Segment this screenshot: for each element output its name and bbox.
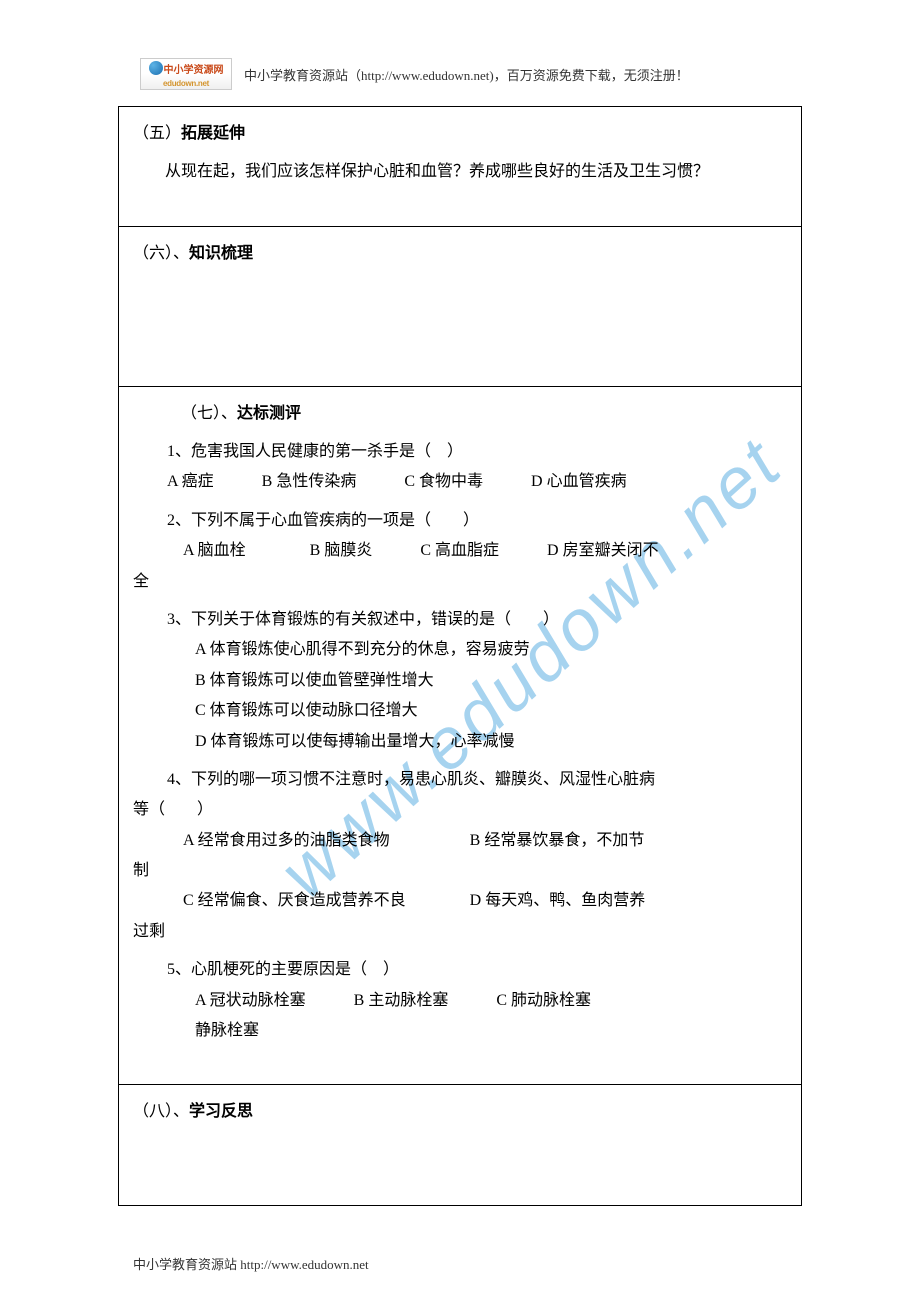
logo-text: 中小学资源网 [164,61,224,76]
section-8: （八）、学习反思 [119,1085,801,1205]
section-6-title: （六）、知识梳理 [133,239,787,263]
question-5: 5、心肌梗死的主要原因是（ ） A 冠状动脉栓塞 B 主动脉栓塞 C 肺动脉栓塞… [133,955,787,1046]
q2-stem: 2、下列不属于心血管疾病的一项是（ ） [133,506,787,536]
logo-bottom: edudown.net [141,77,231,89]
section-6-title-text: 知识梳理 [189,245,253,262]
section-5-num: （五） [133,125,181,142]
section-8-title: （八）、学习反思 [133,1097,787,1121]
page-footer: 中小学教育资源站 http://www.edudown.net [0,1236,920,1273]
section-7-num: （七）、 [181,405,237,422]
logo-url: edudown.net [163,79,209,88]
logo-e-icon [149,61,163,75]
q4-stem-line2: 等（ ） [133,795,787,825]
section-5-body: 从现在起，我们应该怎样保护心脏和血管？养成哪些良好的生活及卫生习惯？ [133,157,787,187]
section-5: （五）拓展延伸 从现在起，我们应该怎样保护心脏和血管？养成哪些良好的生活及卫生习… [119,107,801,227]
section-7-title: （七）、达标测评 [133,399,787,423]
page-header: 中小学资源网 edudown.net 中小学教育资源站（http://www.e… [0,0,920,98]
q4-cd-line1: C 经常偏食、厌食造成营养不良 D 每天鸡、鸭、鱼肉营养 [133,886,787,916]
q3-a: A 体育锻炼使心肌得不到充分的休息，容易疲劳 [133,635,787,665]
section-8-title-text: 学习反思 [189,1103,253,1120]
section-7: （七）、达标测评 1、危害我国人民健康的第一杀手是（ ） A 癌症 B 急性传染… [119,387,801,1085]
q3-c: C 体育锻炼可以使动脉口径增大 [133,696,787,726]
q4-ab-line2: 制 [133,856,787,886]
q1-stem: 1、危害我国人民健康的第一杀手是（ ） [133,437,787,467]
q5-abc: A 冠状动脉栓塞 B 主动脉栓塞 C 肺动脉栓塞 [133,986,787,1016]
section-6: （六）、知识梳理 [119,227,801,387]
q1-options: A 癌症 B 急性传染病 C 食物中毒 D 心血管疾病 [133,467,787,497]
q5-stem: 5、心肌梗死的主要原因是（ ） [133,955,787,985]
q4-cd-line2: 过剩 [133,917,787,947]
question-4: 4、下列的哪一项习惯不注意时，易患心肌炎、瓣膜炎、风湿性心脏病 等（ ） A 经… [133,765,787,947]
question-1: 1、危害我国人民健康的第一杀手是（ ） A 癌症 B 急性传染病 C 食物中毒 … [133,437,787,498]
question-3: 3、下列关于体育锻炼的有关叙述中，错误的是（ ） A 体育锻炼使心肌得不到充分的… [133,605,787,757]
footer-text: 中小学教育资源站 http://www.edudown.net [133,1257,369,1272]
q3-b: B 体育锻炼可以使血管壁弹性增大 [133,666,787,696]
header-text: 中小学教育资源站（http://www.edudown.net)，百万资源免费下… [244,65,689,84]
q5-d: 静脉栓塞 [133,1016,787,1046]
q2-options-line1: A 脑血栓 B 脑膜炎 C 高血脂症 D 房室瓣关闭不 [133,536,787,566]
section-7-title-text: 达标测评 [237,405,301,422]
content-frame: www.edudown.net （五）拓展延伸 从现在起，我们应该怎样保护心脏和… [118,106,802,1206]
section-5-title-text: 拓展延伸 [181,125,245,142]
section-8-num: （八）、 [133,1103,189,1120]
q3-stem: 3、下列关于体育锻炼的有关叙述中，错误的是（ ） [133,605,787,635]
logo-top: 中小学资源网 [149,59,224,77]
section-6-num: （六）、 [133,245,189,262]
question-2: 2、下列不属于心血管疾病的一项是（ ） A 脑血栓 B 脑膜炎 C 高血脂症 D… [133,506,787,597]
site-logo: 中小学资源网 edudown.net [140,58,232,90]
q2-options-line2: 全 [133,567,787,597]
q4-ab-line1: A 经常食用过多的油脂类食物 B 经常暴饮暴食，不加节 [133,826,787,856]
q3-d: D 体育锻炼可以使每搏输出量增大，心率减慢 [133,727,787,757]
section-5-title: （五）拓展延伸 [133,119,787,143]
q4-stem-line1: 4、下列的哪一项习惯不注意时，易患心肌炎、瓣膜炎、风湿性心脏病 [133,765,787,795]
